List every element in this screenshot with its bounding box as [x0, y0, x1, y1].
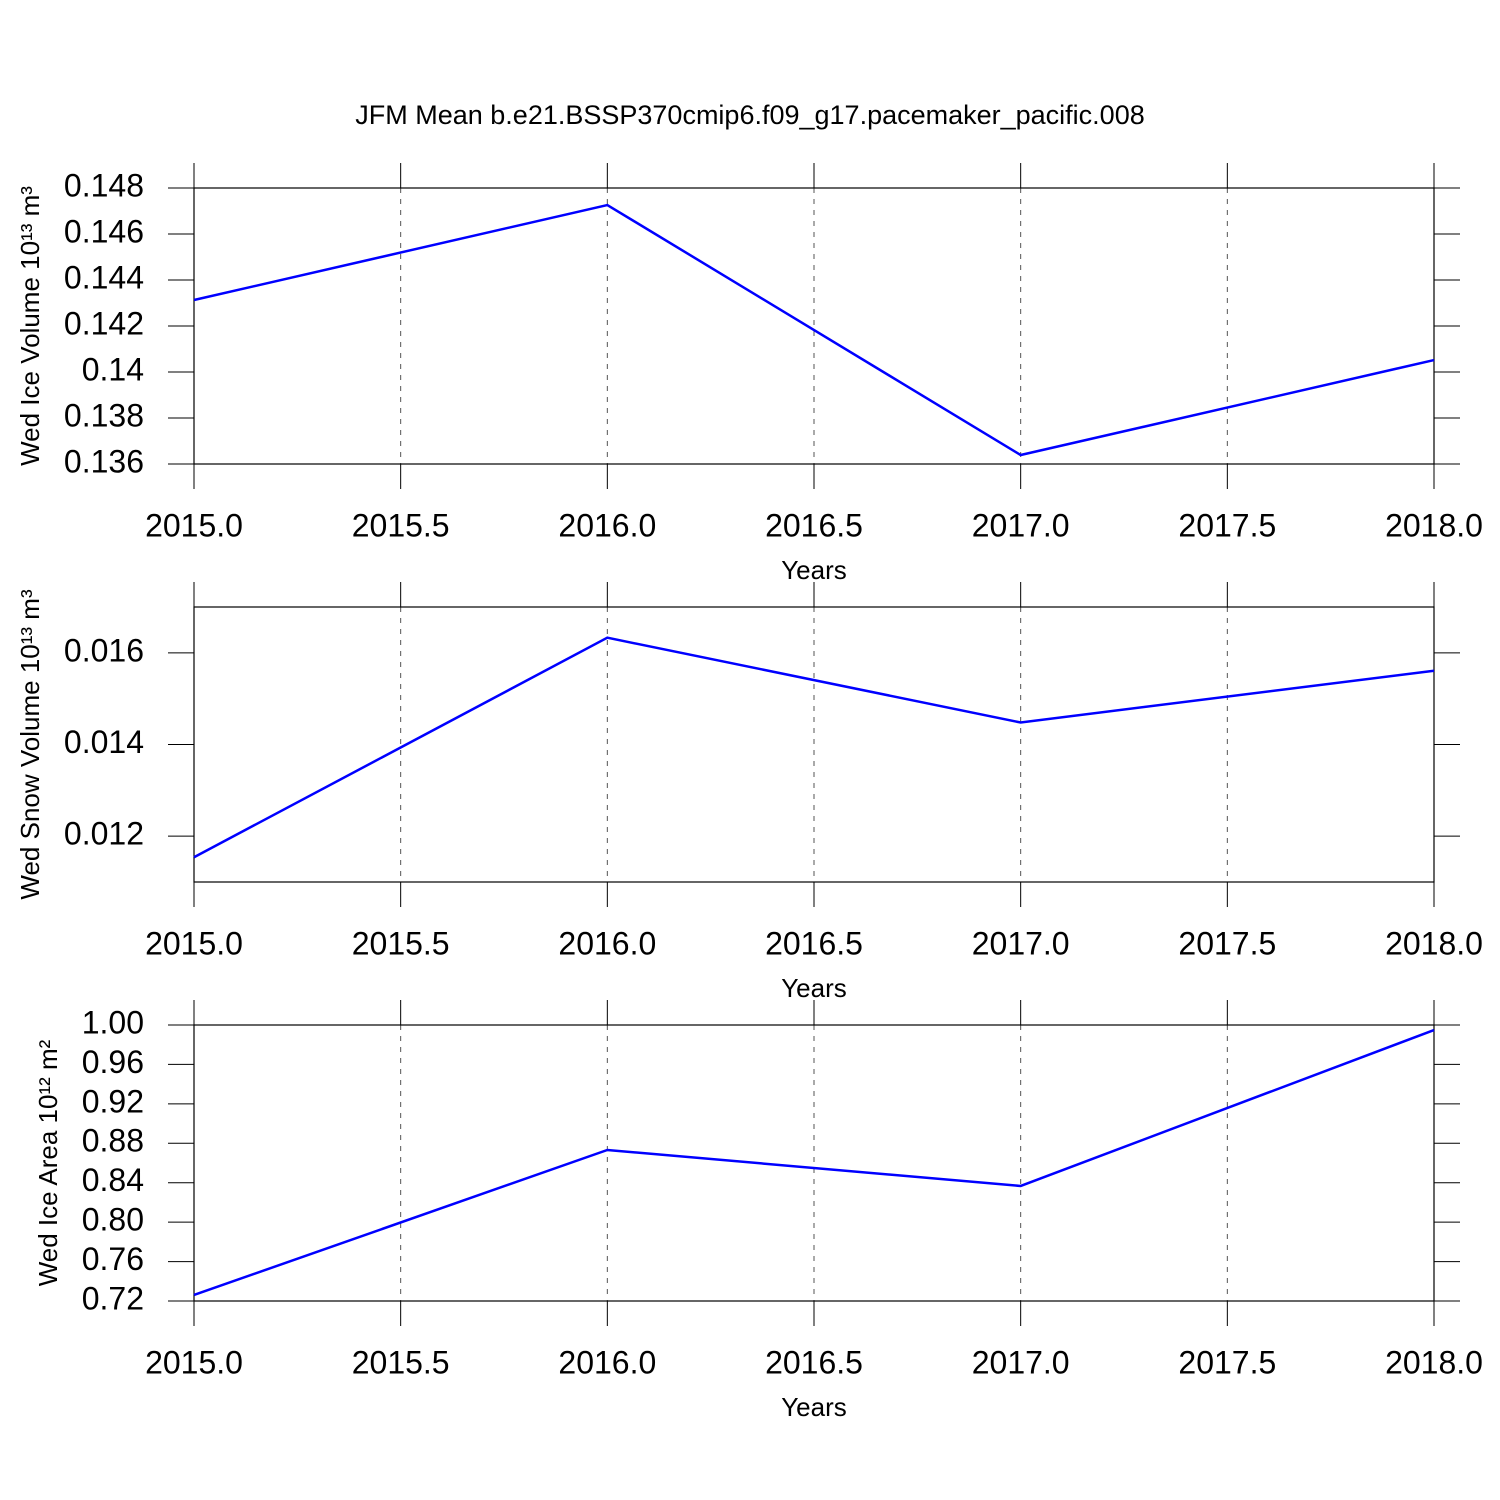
data-line — [193, 203, 1435, 457]
x-axis-label: Years — [781, 1392, 847, 1422]
x-tick-label: 2018.0 — [1385, 507, 1483, 543]
chart-title: JFM Mean b.e21.BSSP370cmip6.f09_g17.pace… — [355, 100, 1144, 130]
x-tick-label: 2015.0 — [145, 925, 243, 961]
y-tick-label: 0.88 — [82, 1123, 144, 1159]
x-tick-label: 2015.0 — [145, 1344, 243, 1380]
y-tick-label: 0.136 — [64, 443, 144, 479]
x-tick-label: 2018.0 — [1385, 925, 1483, 961]
y-tick-label: 0.144 — [64, 259, 144, 295]
x-tick-label: 2018.0 — [1385, 1344, 1483, 1380]
y-tick-label: 0.80 — [82, 1202, 144, 1238]
x-tick-label: 2016.0 — [558, 1344, 656, 1380]
y-tick-label: 0.92 — [82, 1083, 144, 1119]
y-axis-label: Wed Snow Volume 10¹³ m³ — [15, 589, 45, 900]
y-tick-label: 0.148 — [64, 167, 144, 203]
y-tick-label: 0.138 — [64, 397, 144, 433]
y-tick-label: 0.96 — [82, 1044, 144, 1080]
x-tick-label: 2016.0 — [558, 507, 656, 543]
x-tick-label: 2015.5 — [352, 507, 450, 543]
plot-frame — [193, 187, 1435, 465]
y-axis-label: Wed Ice Volume 10¹³ m³ — [15, 186, 45, 466]
y-tick-label: 0.76 — [82, 1241, 144, 1277]
x-axis-label: Years — [781, 555, 847, 585]
x-tick-label: 2017.0 — [972, 1344, 1070, 1380]
x-tick-label: 2016.0 — [558, 925, 656, 961]
x-tick-label: 2015.5 — [352, 925, 450, 961]
x-tick-label: 2017.0 — [972, 507, 1070, 543]
y-tick-label: 0.72 — [82, 1280, 144, 1316]
x-tick-label: 2017.5 — [1178, 507, 1276, 543]
y-tick-label: 0.84 — [82, 1162, 144, 1198]
x-tick-label: 2017.5 — [1178, 925, 1276, 961]
y-tick-label: 0.016 — [64, 632, 144, 668]
y-tick-label: 0.142 — [64, 305, 144, 341]
y-tick-label: 1.00 — [82, 1004, 144, 1040]
x-tick-label: 2015.5 — [352, 1344, 450, 1380]
y-tick-label: 0.146 — [64, 213, 144, 249]
y-tick-label: 0.14 — [82, 351, 144, 387]
x-tick-label: 2017.0 — [972, 925, 1070, 961]
x-tick-label: 2016.5 — [765, 507, 863, 543]
x-tick-label: 2016.5 — [765, 1344, 863, 1380]
data-line — [193, 1028, 1435, 1297]
y-tick-label: 0.014 — [64, 724, 144, 760]
data-line — [193, 636, 1435, 859]
x-tick-label: 2016.5 — [765, 925, 863, 961]
x-axis-label: Years — [781, 973, 847, 1003]
y-tick-label: 0.012 — [64, 816, 144, 852]
x-tick-label: 2015.0 — [145, 507, 243, 543]
x-tick-label: 2017.5 — [1178, 1344, 1276, 1380]
plot-frame — [193, 1024, 1435, 1302]
plot-frame — [193, 606, 1435, 883]
y-axis-label: Wed Ice Area 10¹² m² — [33, 1039, 63, 1286]
